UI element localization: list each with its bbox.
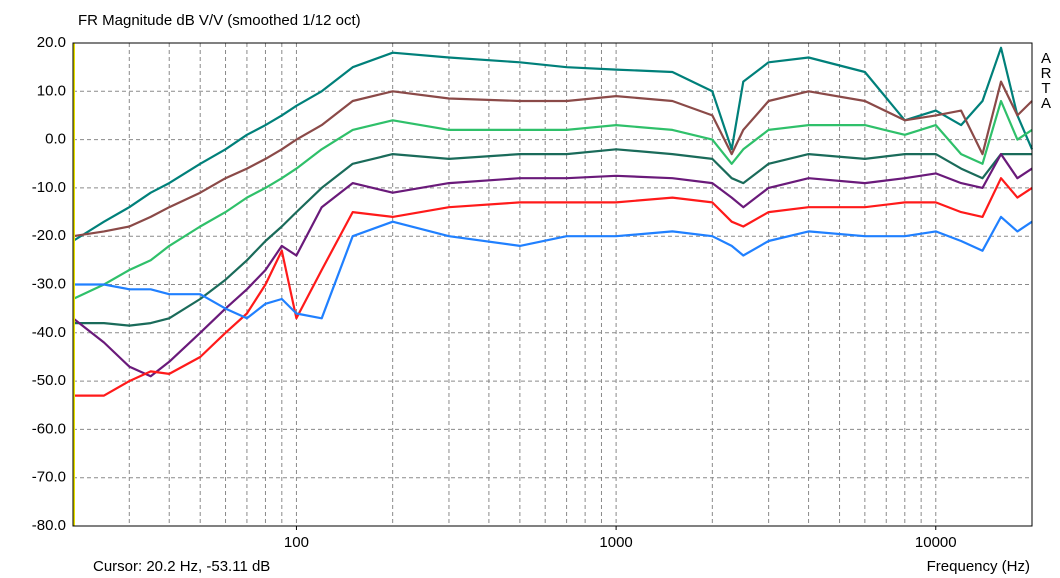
y-tick-label: 10.0 [37,82,66,99]
chart-title: FR Magnitude dB V/V (smoothed 1/12 oct) [78,12,361,29]
y-tick-label: 0.0 [45,131,66,148]
brand: ARTA [1038,50,1055,110]
lines [72,46,1034,397]
y-tick-label: -20.0 [32,227,66,244]
y-tick-label: -40.0 [32,324,66,341]
series-line [72,46,1034,242]
y-tick-label: -80.0 [32,517,66,534]
y-tick-label: 20.0 [37,34,66,51]
y-tick-label: -50.0 [32,372,66,389]
x-tick-label: 1000 [599,534,632,551]
series-line [72,99,1033,300]
y-tick-label: -60.0 [32,420,66,437]
y-tick-label: -70.0 [32,469,66,486]
series-line [72,153,1033,378]
x-axis-label: Frequency (Hz) [927,558,1030,575]
cursor-readout: Cursor: 20.2 Hz, -53.11 dB [93,558,270,575]
y-tick-label: -30.0 [32,275,66,292]
x-tick-label: 10000 [915,534,957,551]
y-tick-label: -10.0 [32,179,66,196]
plot-frame [72,42,1033,527]
series-line [73,177,1033,397]
series-line [73,215,1033,320]
x-tick-label: 100 [284,534,309,551]
series-line [72,80,1033,238]
